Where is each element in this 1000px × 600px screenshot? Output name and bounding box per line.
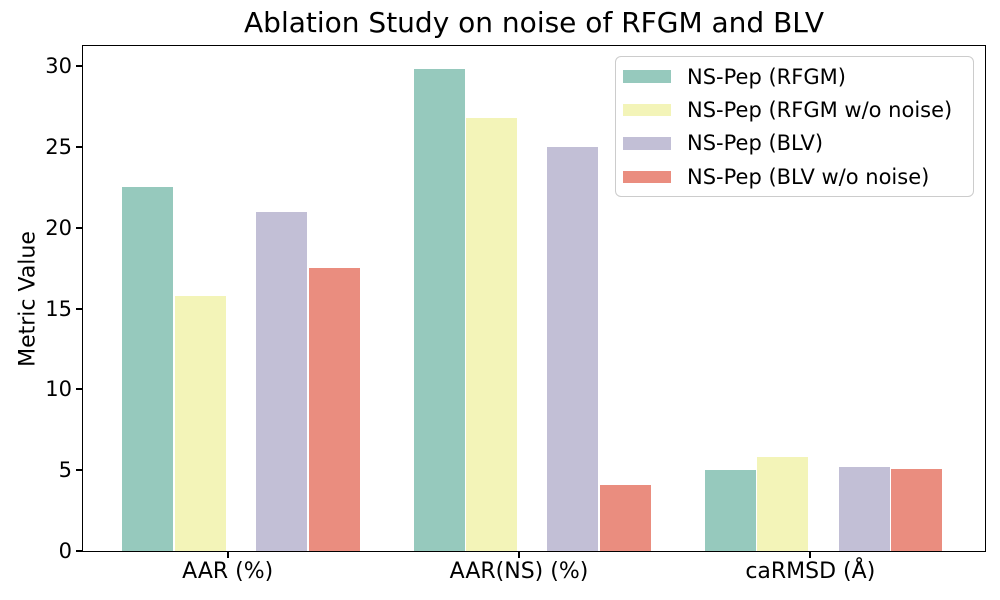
x-tick-mark	[518, 552, 520, 558]
bar-series1-cat1	[122, 187, 174, 551]
legend-item: NS-Pep (RFGM w/o noise)	[616, 93, 973, 126]
legend-swatch	[623, 103, 671, 117]
legend-swatch	[623, 70, 671, 83]
bar-series4-cat3	[891, 468, 943, 551]
x-tick-label: AAR (%)	[182, 559, 274, 584]
bar-series1-cat3	[705, 470, 756, 551]
y-tick-label: 5	[58, 458, 72, 483]
x-tick-mark	[226, 552, 229, 558]
bar-series3-cat2	[547, 146, 599, 551]
y-tick-label: 30	[45, 54, 72, 78]
legend-swatch	[623, 137, 671, 150]
legend-item: NS-Pep (BLV)	[616, 127, 973, 160]
y-tick-label: 20	[45, 215, 72, 240]
bar-series1-cat2	[413, 69, 465, 551]
y-tick-label: 15	[45, 296, 72, 321]
legend-label: NS-Pep (BLV w/o noise)	[687, 164, 930, 189]
y-tick-mark	[76, 145, 82, 148]
chart-title: Ablation Study on noise of RFGM and BLV	[244, 6, 824, 39]
legend-swatch	[623, 170, 671, 184]
bar-series4-cat2	[600, 484, 652, 551]
bar-series2-cat1	[174, 295, 226, 551]
y-tick-mark	[76, 307, 82, 310]
bar-series2-cat3	[757, 457, 809, 551]
legend-label: NS-Pep (RFGM w/o noise)	[687, 98, 953, 123]
y-tick-mark	[76, 550, 82, 552]
y-tick-mark	[76, 226, 82, 229]
y-tick-label: 0	[58, 539, 72, 563]
bar-series2-cat2	[466, 117, 518, 551]
y-tick-mark	[76, 388, 82, 391]
legend-label: NS-Pep (BLV)	[687, 131, 824, 156]
y-tick-label: 25	[45, 134, 72, 159]
legend: NS-Pep (RFGM) NS-Pep (RFGM w/o noise) NS-P…	[615, 56, 974, 197]
bar-series3-cat3	[838, 466, 890, 551]
legend-label: NS-Pep (RFGM)	[687, 64, 846, 89]
x-tick-mark	[809, 552, 812, 558]
bar-series3-cat1	[256, 211, 308, 551]
y-tick-mark	[76, 65, 82, 67]
x-tick-label: AAR(NS) (%)	[449, 559, 589, 584]
y-tick-label: 10	[45, 377, 72, 402]
x-tick-label: caRMSD (Å)	[745, 559, 876, 584]
legend-item: NS-Pep (BLV w/o noise)	[616, 160, 973, 193]
bar-series4-cat1	[308, 268, 360, 551]
legend-item: NS-Pep (RFGM)	[616, 60, 973, 93]
y-tick-mark	[76, 469, 82, 472]
